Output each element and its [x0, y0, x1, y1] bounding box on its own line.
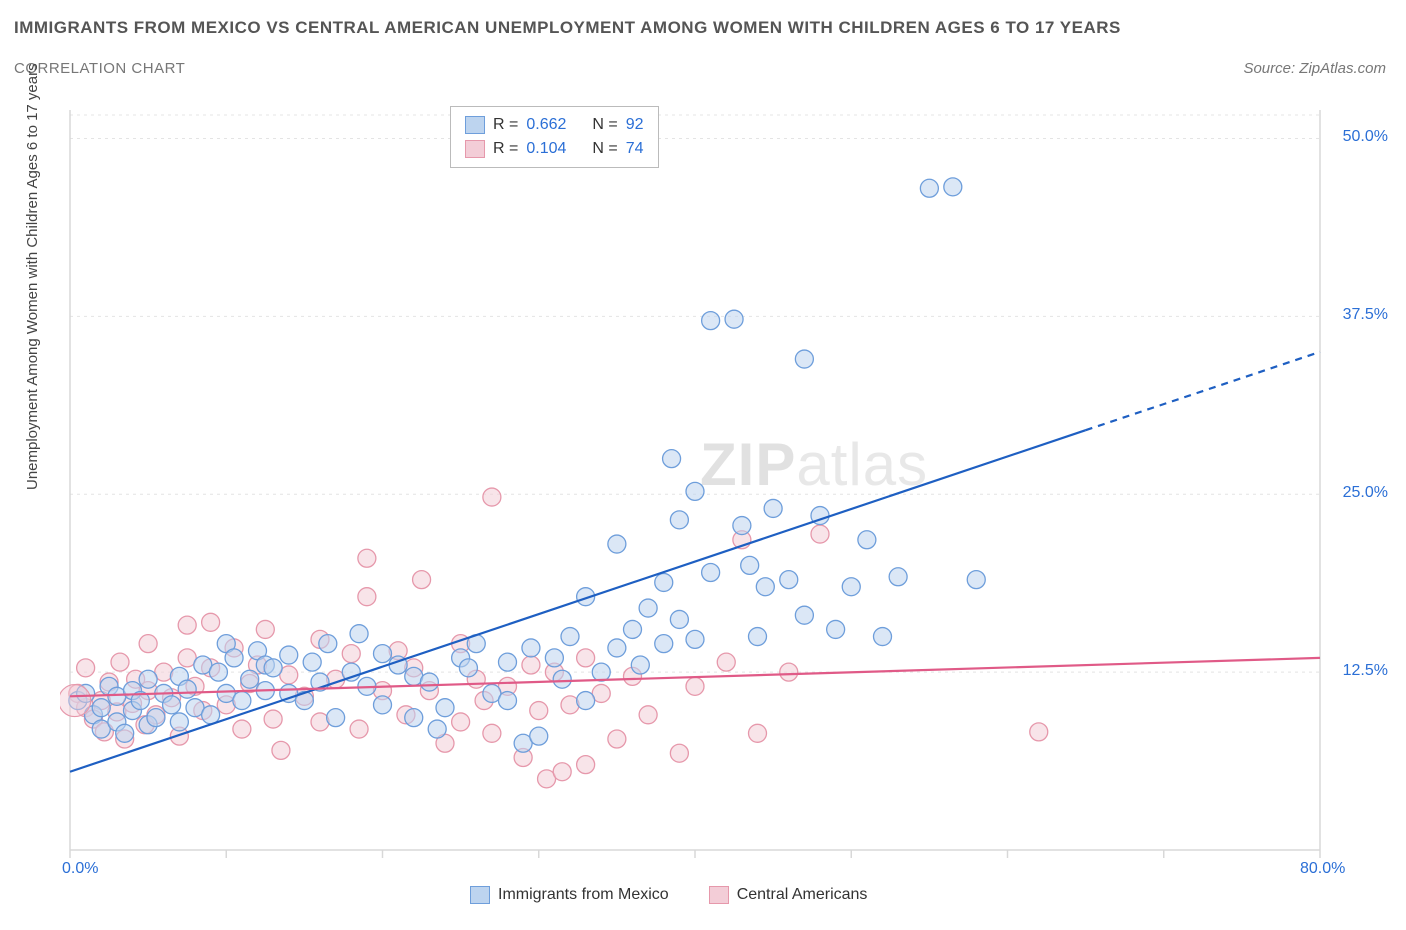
legend-correlation: R = 0.662 N = 92 R = 0.104 N = 74: [450, 106, 659, 168]
r-value-series2: 0.104: [526, 137, 566, 161]
y-tick-label: 50.0%: [1328, 128, 1388, 146]
legend-label-series2: Central Americans: [737, 886, 868, 904]
swatch-series1-icon: [470, 886, 490, 904]
n-label: N =: [592, 113, 617, 137]
x-tick-label: 80.0%: [1300, 860, 1345, 878]
legend-row-series2: R = 0.104 N = 74: [465, 137, 644, 161]
legend-row-series1: R = 0.662 N = 92: [465, 113, 644, 137]
n-label: N =: [592, 137, 617, 161]
source-label: Source: ZipAtlas.com: [1243, 60, 1386, 77]
legend-item-series1: Immigrants from Mexico: [470, 886, 669, 904]
scatter-plot: [60, 100, 1390, 870]
legend-label-series1: Immigrants from Mexico: [498, 886, 669, 904]
r-label: R =: [493, 113, 518, 137]
y-tick-label: 37.5%: [1328, 306, 1388, 324]
y-tick-label: 25.0%: [1328, 484, 1388, 502]
r-label: R =: [493, 137, 518, 161]
swatch-series2-icon: [465, 140, 485, 158]
swatch-series1-icon: [465, 116, 485, 134]
swatch-series2-icon: [709, 886, 729, 904]
y-tick-label: 12.5%: [1328, 662, 1388, 680]
n-value-series2: 74: [626, 137, 644, 161]
plot-svg: [60, 100, 1390, 870]
chart-title: IMMIGRANTS FROM MEXICO VS CENTRAL AMERIC…: [14, 18, 1121, 38]
r-value-series1: 0.662: [526, 113, 566, 137]
n-value-series1: 92: [626, 113, 644, 137]
x-tick-label: 0.0%: [62, 860, 98, 878]
legend-series: Immigrants from Mexico Central Americans: [470, 886, 867, 904]
legend-item-series2: Central Americans: [709, 886, 868, 904]
y-axis-label: Unemployment Among Women with Children A…: [24, 63, 41, 490]
